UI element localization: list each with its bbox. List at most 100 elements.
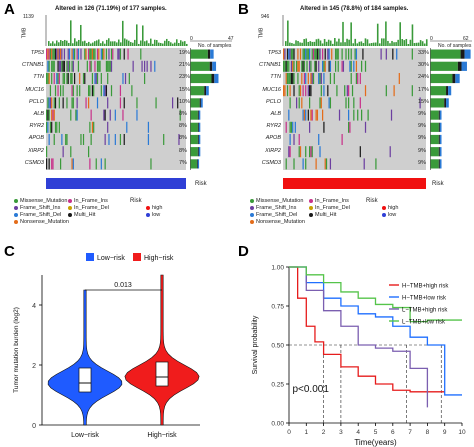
panel-a-letter: A bbox=[4, 1, 15, 18]
mutation-cell bbox=[96, 48, 99, 60]
gene-freq-bar bbox=[207, 49, 211, 59]
mutation-cell bbox=[355, 48, 358, 60]
mutation-cell bbox=[72, 85, 74, 97]
mutation-cell bbox=[305, 48, 307, 60]
mutation-cell bbox=[364, 85, 367, 97]
gene-freq-bar bbox=[200, 98, 203, 108]
mutation-cell bbox=[307, 73, 309, 84]
mutation-cell bbox=[90, 109, 92, 121]
tmb-bar bbox=[110, 41, 112, 46]
gene-label: MUC16 bbox=[25, 86, 44, 93]
mutation-cell bbox=[292, 121, 294, 133]
mutation-cell bbox=[338, 109, 341, 121]
gene-percent-label: 8% bbox=[179, 123, 187, 130]
tmb-bar bbox=[425, 39, 428, 46]
gene-freq-bar bbox=[439, 147, 442, 157]
mutation-cell bbox=[140, 48, 142, 60]
mutation-cell bbox=[128, 73, 130, 84]
tmb-bar bbox=[395, 42, 397, 46]
mutation-cell bbox=[288, 60, 290, 72]
mutation-cell bbox=[63, 73, 66, 84]
mutation-cell bbox=[114, 134, 116, 145]
mutation-cell bbox=[299, 48, 302, 60]
tmb-bar bbox=[317, 38, 320, 46]
legend-swatch bbox=[309, 206, 313, 210]
mutation-cell bbox=[336, 48, 338, 60]
tmb-bar bbox=[352, 43, 355, 46]
risk-legend-label: high bbox=[152, 205, 163, 211]
d-x-tick-label: 0 bbox=[287, 429, 291, 436]
tmb-bar bbox=[313, 41, 316, 46]
gene-percent-label: 17% bbox=[418, 86, 430, 93]
mutation-cell bbox=[62, 97, 64, 109]
mutation-cell bbox=[289, 121, 291, 133]
risk-legend-label: low bbox=[152, 212, 161, 218]
mutation-cell bbox=[309, 146, 311, 158]
mutation-cell bbox=[105, 85, 108, 97]
panel-a-bar-tick-0: 0 bbox=[190, 36, 193, 42]
mutation-cell bbox=[56, 48, 58, 60]
gene-freq-bar bbox=[197, 159, 200, 169]
mutation-cell bbox=[48, 97, 50, 109]
panel-d-letter: D bbox=[238, 243, 249, 260]
km-curve bbox=[289, 266, 462, 396]
mutation-cell bbox=[314, 48, 316, 60]
mutation-cell bbox=[298, 146, 300, 158]
mutation-cell bbox=[82, 134, 85, 145]
tmb-bar bbox=[80, 24, 82, 46]
tmb-bar bbox=[128, 40, 130, 46]
tmb-bar bbox=[405, 38, 408, 46]
mutation-cell bbox=[65, 134, 67, 145]
mutation-cell bbox=[311, 73, 313, 84]
tmb-bar bbox=[86, 43, 88, 46]
mutation-cell bbox=[307, 109, 309, 121]
mutation-cell bbox=[51, 158, 53, 170]
mutation-cell bbox=[312, 73, 315, 84]
mutation-cell bbox=[350, 60, 352, 72]
gene-label: ALB bbox=[270, 111, 281, 117]
gene-freq-bar bbox=[438, 110, 440, 120]
mutation-cell bbox=[309, 97, 311, 109]
mutation-cell bbox=[357, 73, 359, 84]
tmb-bar bbox=[399, 22, 401, 46]
mutation-cell bbox=[53, 134, 55, 145]
tmb-bar bbox=[368, 43, 371, 46]
tmb-bar bbox=[362, 43, 365, 46]
gene-label: PCLO bbox=[266, 98, 281, 105]
mutation-cell bbox=[179, 109, 181, 121]
tmb-bar bbox=[154, 39, 156, 46]
mutation-cell bbox=[72, 158, 74, 170]
tmb-bar bbox=[354, 38, 357, 46]
tmb-bar bbox=[166, 38, 168, 46]
legend-label: Nonsense_Mutation bbox=[256, 219, 305, 225]
gene-freq-bar bbox=[439, 110, 442, 120]
mutation-cell bbox=[91, 73, 94, 84]
tmb-bar bbox=[138, 43, 140, 46]
mutation-cell bbox=[89, 121, 91, 133]
mutation-cell bbox=[136, 109, 138, 121]
mutation-cell bbox=[49, 48, 52, 60]
tmb-bar bbox=[182, 41, 184, 46]
mutation-cell bbox=[76, 97, 78, 109]
tmb-bar bbox=[112, 41, 114, 46]
mutation-cell bbox=[286, 48, 289, 60]
gene-percent-label: 9% bbox=[418, 123, 426, 130]
mutation-cell bbox=[77, 60, 80, 72]
mutation-cell bbox=[299, 85, 302, 97]
mutation-cell bbox=[348, 48, 350, 60]
mutation-cell bbox=[329, 158, 332, 170]
mutation-cell bbox=[60, 85, 62, 97]
tmb-bar bbox=[323, 38, 326, 46]
gene-freq-bar bbox=[430, 98, 445, 108]
mutation-cell bbox=[362, 48, 364, 60]
risk-legend-swatch bbox=[146, 213, 150, 217]
mutation-cell bbox=[90, 134, 92, 145]
gene-freq-bar bbox=[190, 98, 200, 108]
tmb-bar bbox=[411, 24, 414, 46]
mutation-cell bbox=[54, 121, 57, 133]
gene-freq-bar bbox=[197, 122, 199, 132]
mutation-cell bbox=[355, 73, 358, 84]
mutation-cell bbox=[100, 158, 102, 170]
mutation-cell bbox=[71, 73, 73, 84]
tmb-bar bbox=[88, 41, 90, 46]
